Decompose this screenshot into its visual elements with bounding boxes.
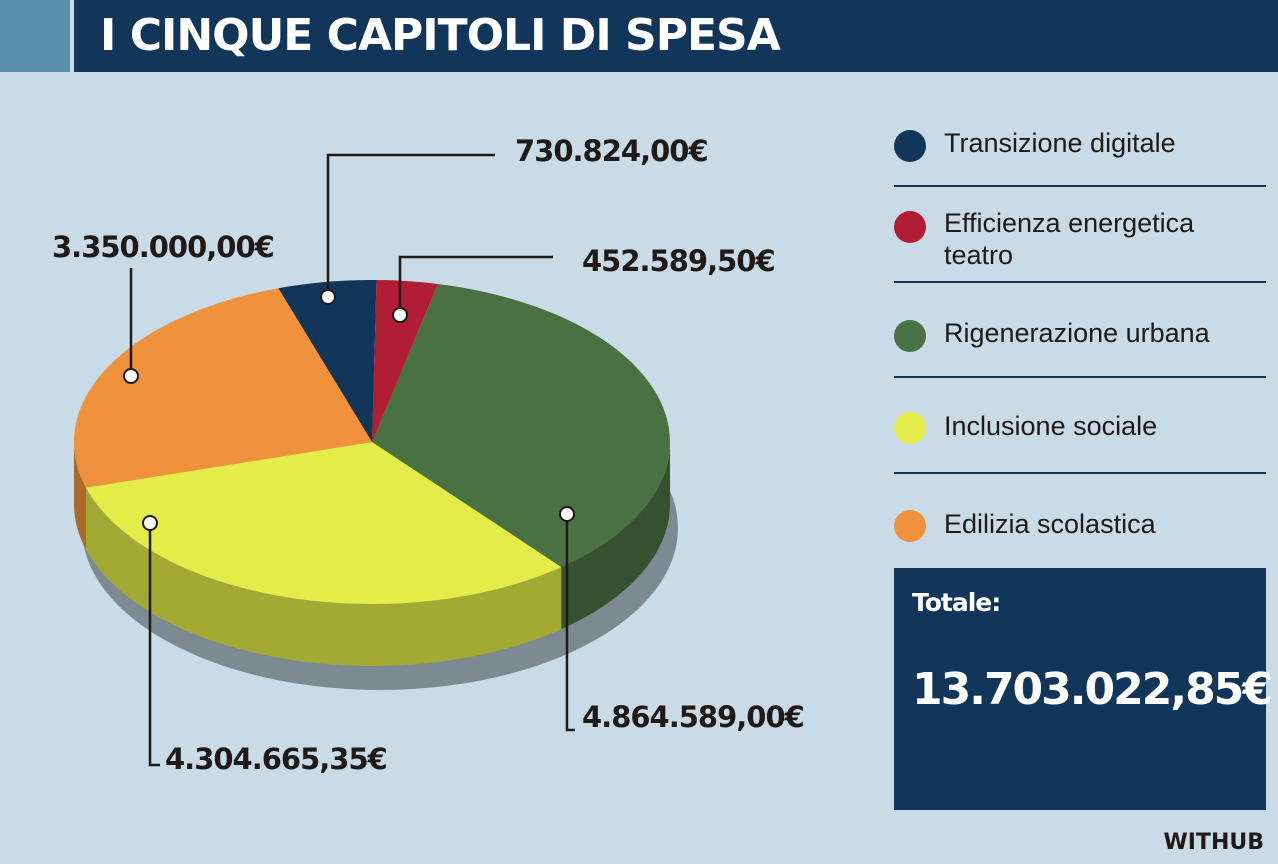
header-bar xyxy=(74,0,1278,72)
pie-slice-efficienza-energetica-teatro xyxy=(372,280,438,442)
total-box: Totale: 13.703.022,85€ xyxy=(894,568,1273,810)
legend-label-line2: teatro xyxy=(944,240,1014,270)
legend-swatch xyxy=(894,320,926,352)
leader-dot-transizione-digitale xyxy=(320,289,336,305)
legend-label: Inclusione sociale xyxy=(944,411,1158,441)
legend-item-rigenerazione-urbana: Rigenerazione urbana xyxy=(894,318,1266,354)
legend-item-edilizia-scolastica: Edilizia scolastica xyxy=(894,509,1266,545)
legend-swatch xyxy=(894,130,926,162)
data-label-rigenerazione-urbana: 4.864.589,00€ xyxy=(582,700,805,734)
leader-line-inclusione-sociale xyxy=(148,523,160,767)
data-label-edilizia-scolastica: 3.350.000,00€ xyxy=(52,230,275,264)
leader-dot-rigenerazione-urbana xyxy=(559,506,575,522)
legend-item-efficienza-energetica: Efficienza energetica teatro xyxy=(894,208,1266,272)
leader-dot-efficienza-energetica-teatro xyxy=(392,307,408,323)
pie-slice-transizione-digitale xyxy=(278,279,377,442)
legend-item-transizione-digitale: Transizione digitale xyxy=(894,128,1266,164)
pie-side-edilizia-scolastica xyxy=(74,442,86,550)
legend-label: Rigenerazione urbana xyxy=(944,318,1210,348)
source-credit: WITHUB xyxy=(1163,830,1264,855)
leader-line-rigenerazione-urbana xyxy=(565,514,575,732)
legend-divider xyxy=(894,185,1266,187)
pie-slice-rigenerazione-urbana xyxy=(372,284,670,568)
legend-label: Efficienza energetica xyxy=(944,208,1195,238)
legend-swatch xyxy=(894,412,926,444)
data-label-efficienza-energetica: 452.589,50€ xyxy=(582,244,776,278)
total-value: 13.703.022,85€ xyxy=(912,664,1273,715)
pie-side-inclusione-sociale xyxy=(86,487,562,666)
legend-label: Transizione digitale xyxy=(944,128,1176,158)
data-label-inclusione-sociale: 4.304.665,35€ xyxy=(165,742,388,776)
page-title: I CINQUE CAPITOLI DI SPESA xyxy=(100,10,781,61)
legend-swatch xyxy=(894,510,926,542)
leader-line-transizione-digitale xyxy=(326,153,495,297)
legend-divider xyxy=(894,376,1266,378)
legend-divider xyxy=(894,472,1266,474)
leader-line-efficienza-energetica-teatro xyxy=(398,255,553,315)
pie-slice-inclusione-sociale xyxy=(86,442,562,605)
pie-side-rigenerazione-urbana xyxy=(561,442,670,630)
total-label: Totale: xyxy=(912,588,1001,617)
leader-dot-inclusione-sociale xyxy=(142,515,158,531)
pie-slice-edilizia-scolastica xyxy=(73,288,372,488)
leader-dot-edilizia-scolastica xyxy=(123,368,139,384)
legend-item-inclusione-sociale: Inclusione sociale xyxy=(894,411,1266,447)
legend-swatch xyxy=(894,211,926,243)
legend-divider xyxy=(894,281,1266,283)
data-label-transizione-digitale: 730.824,00€ xyxy=(515,134,709,168)
legend-label: Edilizia scolastica xyxy=(944,509,1156,539)
header-accent xyxy=(0,0,70,72)
